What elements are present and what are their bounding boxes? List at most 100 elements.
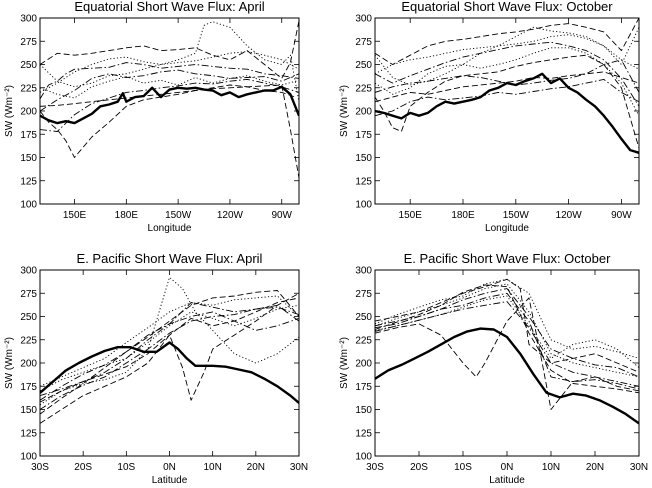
x-tick-label: 30S bbox=[366, 462, 384, 473]
series-model-line-7 bbox=[375, 34, 639, 75]
series-model-line-2 bbox=[40, 20, 299, 79]
y-tick-label: 275 bbox=[20, 37, 37, 48]
series-model-line-5 bbox=[40, 84, 296, 158]
plot-frame bbox=[374, 269, 640, 457]
series-model-line-8 bbox=[375, 71, 639, 103]
x-tick-label: 20N bbox=[247, 462, 265, 473]
y-tick-label: 125 bbox=[20, 176, 37, 187]
y-tick-label: 300 bbox=[20, 266, 37, 277]
x-tick-label: 30S bbox=[31, 462, 49, 473]
series-model-line-9 bbox=[40, 78, 299, 132]
panel-2: 100 125 150 175 200 225 250 275 300 150E 180E 150W 1… bbox=[339, 0, 640, 234]
x-tick-label: 10S bbox=[454, 462, 472, 473]
y-tick-label: 175 bbox=[20, 382, 37, 393]
y-tick-label: 225 bbox=[355, 335, 372, 346]
series-model-line-5 bbox=[375, 54, 639, 149]
series-model-line-2 bbox=[375, 18, 639, 65]
series-group bbox=[40, 276, 299, 424]
y-tick-label: 100 bbox=[355, 200, 372, 211]
y-tick-label: 300 bbox=[355, 266, 372, 277]
x-tick-label: 180E bbox=[451, 210, 475, 221]
y-axis-label: SW (Wm⁻²) bbox=[339, 337, 350, 389]
panel-3: 100 125 150 175 200 225 250 275 300 30S 20S 10S 0N 10… bbox=[4, 251, 308, 486]
y-tick-label: 150 bbox=[355, 153, 372, 164]
x-tick-label: 90W bbox=[611, 210, 632, 221]
y-tick-label: 100 bbox=[355, 452, 372, 463]
series-model-line-8 bbox=[40, 84, 299, 179]
series-observed-line bbox=[40, 85, 299, 125]
x-axis-label: Latitude bbox=[489, 475, 525, 486]
x-tick-label: 180E bbox=[115, 210, 139, 221]
y-tick-label: 150 bbox=[355, 405, 372, 416]
y-tick-label: 200 bbox=[355, 107, 372, 118]
y-tick-label: 275 bbox=[355, 289, 372, 300]
x-axis-label: Latitude bbox=[152, 475, 188, 486]
series-model-line-4 bbox=[375, 295, 639, 368]
series-model-line-7 bbox=[40, 295, 299, 387]
y-axis-label: SW (Wm⁻²) bbox=[4, 85, 15, 137]
x-tick-label: 30N bbox=[290, 462, 308, 473]
y-tick-label: 225 bbox=[20, 83, 37, 94]
series-model-line-1 bbox=[375, 26, 639, 86]
y-tick-label: 200 bbox=[20, 107, 37, 118]
panel-1: 100 125 150 175 200 225 250 275 300 150E 180E 150W 1… bbox=[4, 0, 300, 234]
x-tick-label: 0N bbox=[163, 462, 176, 473]
y-tick-label: 250 bbox=[355, 60, 372, 71]
series-group bbox=[40, 20, 299, 179]
y-tick-label: 100 bbox=[20, 200, 37, 211]
series-model-line-8 bbox=[375, 284, 639, 394]
x-tick-label: 150W bbox=[165, 210, 192, 221]
series-model-line-7 bbox=[40, 51, 299, 93]
x-tick-label: 120W bbox=[556, 210, 583, 221]
x-tick-label: 10N bbox=[203, 462, 221, 473]
x-tick-label: 30N bbox=[630, 462, 648, 473]
series-model-line-6 bbox=[375, 292, 639, 390]
x-tick-label: 90W bbox=[271, 210, 292, 221]
y-tick-label: 200 bbox=[355, 359, 372, 370]
chart-title: Equatorial Short Wave Flux: October bbox=[401, 0, 613, 14]
series-model-line-4 bbox=[40, 304, 299, 392]
series-model-line-9 bbox=[375, 301, 639, 387]
series-model-line-2 bbox=[375, 278, 639, 373]
y-tick-label: 175 bbox=[355, 130, 372, 141]
x-axis-label: Longitude bbox=[485, 223, 529, 234]
x-tick-label: 150W bbox=[503, 210, 530, 221]
series-model-line-7 bbox=[375, 278, 639, 359]
series-group bbox=[375, 18, 639, 154]
series-model-line-1 bbox=[40, 276, 299, 406]
series-model-line-5 bbox=[40, 292, 299, 424]
y-tick-label: 125 bbox=[20, 428, 37, 439]
series-model-line-3 bbox=[375, 41, 639, 107]
x-axis-label: Longitude bbox=[148, 223, 192, 234]
series-model-line-9 bbox=[40, 304, 299, 410]
series-model-line-3 bbox=[40, 62, 299, 100]
y-tick-label: 250 bbox=[20, 60, 37, 71]
y-tick-label: 125 bbox=[355, 176, 372, 187]
series-observed-line bbox=[40, 341, 299, 404]
chart-title: E. Pacific Short Wave Flux: October bbox=[404, 251, 612, 266]
series-model-line-4 bbox=[375, 47, 639, 116]
y-tick-label: 100 bbox=[20, 452, 37, 463]
series-model-line-2 bbox=[40, 290, 299, 415]
y-tick-label: 150 bbox=[20, 153, 37, 164]
series-model-line-8 bbox=[40, 297, 299, 403]
x-tick-label: 10N bbox=[542, 462, 560, 473]
series-model-line-1 bbox=[375, 283, 639, 378]
series-model-line-4 bbox=[40, 75, 299, 99]
y-axis-label: SW (Wm⁻²) bbox=[339, 85, 350, 137]
plot-frame bbox=[39, 17, 300, 205]
x-tick-label: 10S bbox=[117, 462, 135, 473]
y-tick-label: 200 bbox=[20, 359, 37, 370]
series-group bbox=[375, 278, 639, 425]
series-model-line-6 bbox=[40, 311, 299, 401]
x-tick-label: 20S bbox=[410, 462, 428, 473]
chart-title: E. Pacific Short Wave Flux: April bbox=[77, 251, 263, 266]
y-tick-label: 175 bbox=[20, 130, 37, 141]
series-observed-line bbox=[375, 72, 639, 154]
y-tick-label: 250 bbox=[355, 312, 372, 323]
x-tick-label: 20S bbox=[74, 462, 92, 473]
y-tick-label: 275 bbox=[355, 37, 372, 48]
y-tick-label: 225 bbox=[355, 83, 372, 94]
y-axis-label: SW (Wm⁻²) bbox=[4, 337, 15, 389]
y-tick-label: 300 bbox=[20, 14, 37, 25]
